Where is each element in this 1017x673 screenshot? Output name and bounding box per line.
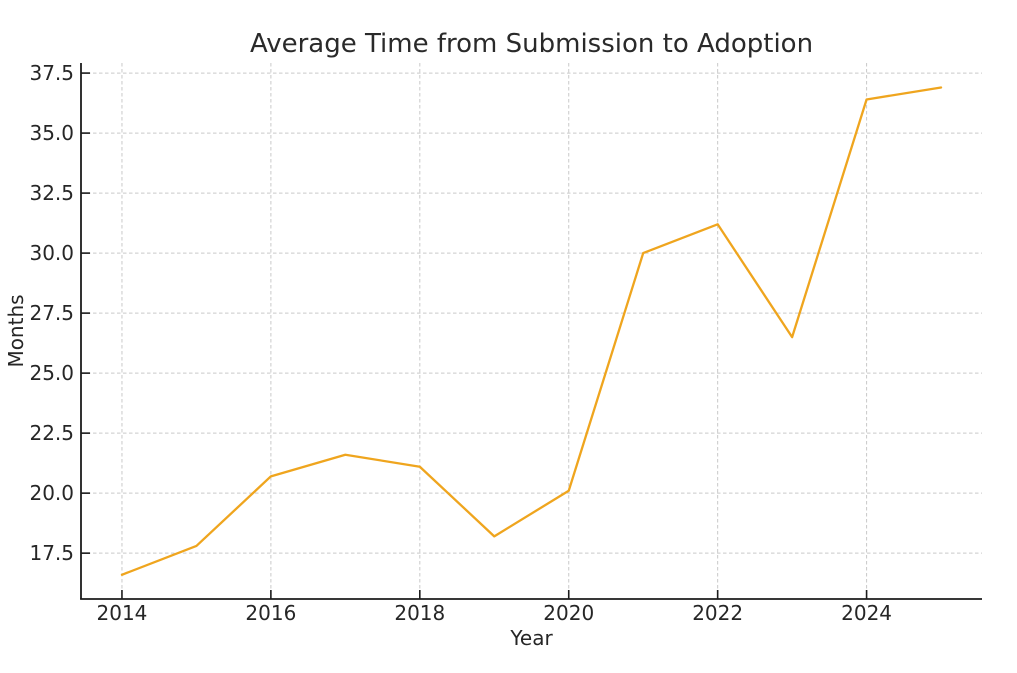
y-tick-label: 20.0 xyxy=(29,481,74,505)
y-tick-label: 35.0 xyxy=(29,121,74,145)
x-tick-label: 2020 xyxy=(543,601,594,625)
x-tick-label: 2024 xyxy=(841,601,892,625)
axes xyxy=(80,63,982,600)
gridlines xyxy=(81,63,982,599)
chart-title: Average Time from Submission to Adoption xyxy=(249,29,814,59)
x-tick-label: 2022 xyxy=(692,601,743,625)
x-tick-label: 2018 xyxy=(394,601,445,625)
x-axis-label: Year xyxy=(510,626,553,650)
y-tick-label: 37.5 xyxy=(29,61,74,85)
y-tick-label: 25.0 xyxy=(29,361,74,385)
y-tick-label: 30.0 xyxy=(29,241,74,265)
y-tick-label: 17.5 xyxy=(29,541,74,565)
x-tick-label: 2014 xyxy=(97,601,148,625)
y-tick-label: 27.5 xyxy=(29,301,74,325)
x-tick-label: 2016 xyxy=(245,601,296,625)
y-tick-label: 32.5 xyxy=(29,181,74,205)
data-series xyxy=(120,86,943,576)
y-axis-label: Months xyxy=(4,294,28,368)
y-tick-label: 22.5 xyxy=(29,421,74,445)
data-line xyxy=(120,86,943,576)
tick-labels: 17.5 20.0 22.5 25.0 27.5 30.0 32.5 35.0 37.5 2014… xyxy=(29,61,892,625)
